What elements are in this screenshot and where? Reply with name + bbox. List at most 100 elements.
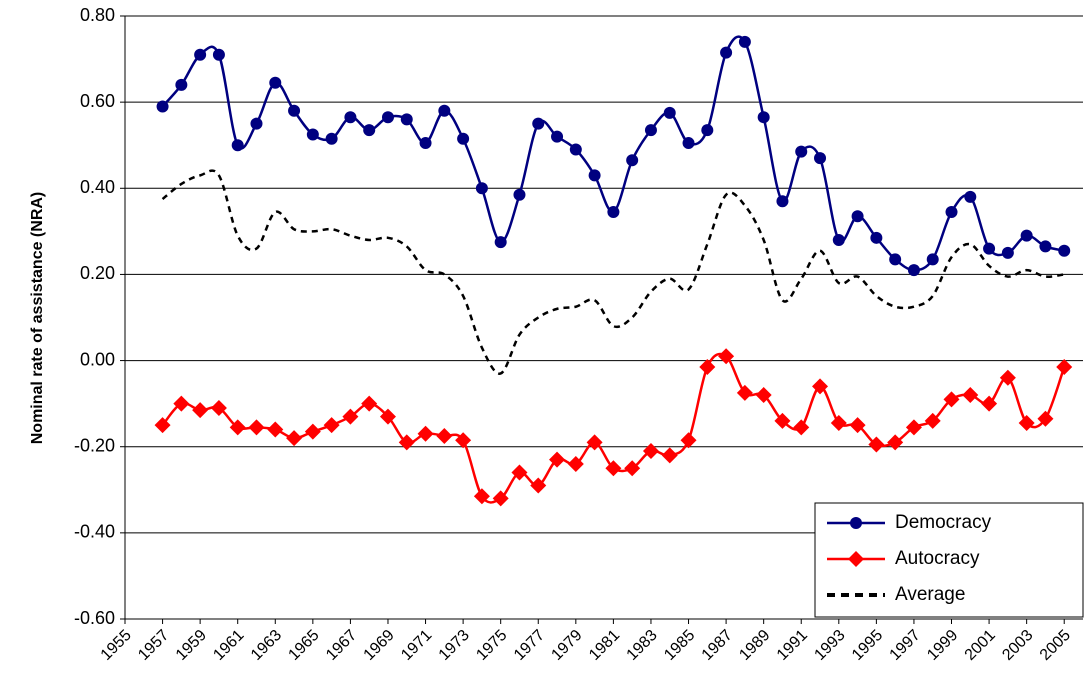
x-tick-label: 1957 <box>135 627 172 664</box>
x-tick-label: 1981 <box>586 627 623 664</box>
x-tick-label: 1959 <box>173 627 210 664</box>
data-point <box>661 447 678 464</box>
data-point <box>830 415 847 432</box>
data-point <box>363 124 376 137</box>
x-tick-label: 2003 <box>999 627 1036 664</box>
legend-label: Democracy <box>895 512 992 533</box>
data-point <box>1001 246 1014 259</box>
x-tick-label: 1989 <box>736 627 773 664</box>
data-point <box>887 434 904 451</box>
y-tick-label: -0.20 <box>74 435 115 455</box>
data-point <box>814 152 827 165</box>
data-point <box>738 35 751 48</box>
data-point <box>795 145 808 158</box>
data-point <box>701 124 714 137</box>
x-tick-label: 1965 <box>285 627 322 664</box>
data-point <box>569 143 582 156</box>
series-line <box>161 352 1066 504</box>
data-point <box>229 419 246 436</box>
data-point <box>1037 410 1054 427</box>
x-tick-label: 1995 <box>849 627 886 664</box>
data-point <box>513 188 526 201</box>
data-point <box>381 111 394 124</box>
data-point <box>269 76 282 89</box>
data-point <box>757 111 770 124</box>
data-point <box>361 395 378 412</box>
x-tick-label: 1961 <box>210 627 247 664</box>
data-point <box>907 264 920 277</box>
data-point <box>398 434 415 451</box>
y-tick-label: 0.60 <box>80 91 115 111</box>
x-tick-label: 1993 <box>811 627 848 664</box>
data-point <box>212 48 225 61</box>
x-tick-label: 1997 <box>887 627 924 664</box>
data-point <box>588 169 601 182</box>
x-tick-label: 1971 <box>398 627 435 664</box>
data-point <box>231 139 244 152</box>
x-tick-label: 1973 <box>436 627 473 664</box>
data-point <box>905 419 922 436</box>
y-tick-label: -0.60 <box>74 608 115 628</box>
x-tick-label: 1979 <box>548 627 585 664</box>
data-point <box>417 425 434 442</box>
data-point <box>1058 244 1071 257</box>
data-point <box>924 412 941 429</box>
data-point <box>999 369 1016 386</box>
legend: Democracy Autocracy Average <box>814 502 1084 618</box>
data-point <box>586 434 603 451</box>
data-point <box>286 430 303 447</box>
data-point <box>1020 229 1033 242</box>
data-point <box>943 391 960 408</box>
data-point <box>210 399 227 416</box>
data-point <box>889 253 902 266</box>
series-line <box>161 169 1065 375</box>
data-point <box>154 417 171 434</box>
data-point <box>530 477 547 494</box>
data-point <box>849 417 866 434</box>
data-point <box>175 78 188 91</box>
data-point <box>549 451 566 468</box>
legend-marker <box>848 551 864 567</box>
data-point <box>473 488 490 505</box>
y-tick-label: 0.40 <box>80 177 115 197</box>
data-point <box>436 427 453 444</box>
data-point <box>323 417 340 434</box>
data-point <box>194 48 207 61</box>
data-point <box>475 182 488 195</box>
data-point <box>626 154 639 167</box>
series-line <box>161 35 1065 272</box>
y-axis-label: Nominal rate of assistance (NRA) <box>29 192 46 445</box>
data-point <box>926 253 939 266</box>
data-point <box>494 236 507 249</box>
y-tick-label: 0.00 <box>80 349 115 369</box>
data-point <box>173 395 190 412</box>
data-point <box>1018 415 1035 432</box>
x-tick-label: 1969 <box>361 627 398 664</box>
data-point <box>812 378 829 395</box>
data-point <box>304 423 321 440</box>
data-point <box>736 384 753 401</box>
data-point <box>267 421 284 438</box>
data-point <box>964 190 977 203</box>
data-point <box>945 205 958 218</box>
data-point <box>325 132 338 145</box>
data-point <box>605 460 622 477</box>
data-point <box>851 210 864 223</box>
x-tick-label: 1955 <box>98 627 135 664</box>
data-point <box>699 359 716 376</box>
data-point <box>1056 359 1073 376</box>
x-tick-label: 1999 <box>924 627 961 664</box>
x-tick-label: 1963 <box>248 627 285 664</box>
data-point <box>774 412 791 429</box>
data-point <box>663 106 676 119</box>
data-point <box>644 124 657 137</box>
x-tick-label: 1985 <box>661 627 698 664</box>
data-point <box>419 137 432 150</box>
data-point <box>682 137 695 150</box>
data-point <box>962 387 979 404</box>
data-point <box>511 464 528 481</box>
data-point <box>607 205 620 218</box>
data-point <box>288 104 301 117</box>
data-point <box>642 443 659 460</box>
